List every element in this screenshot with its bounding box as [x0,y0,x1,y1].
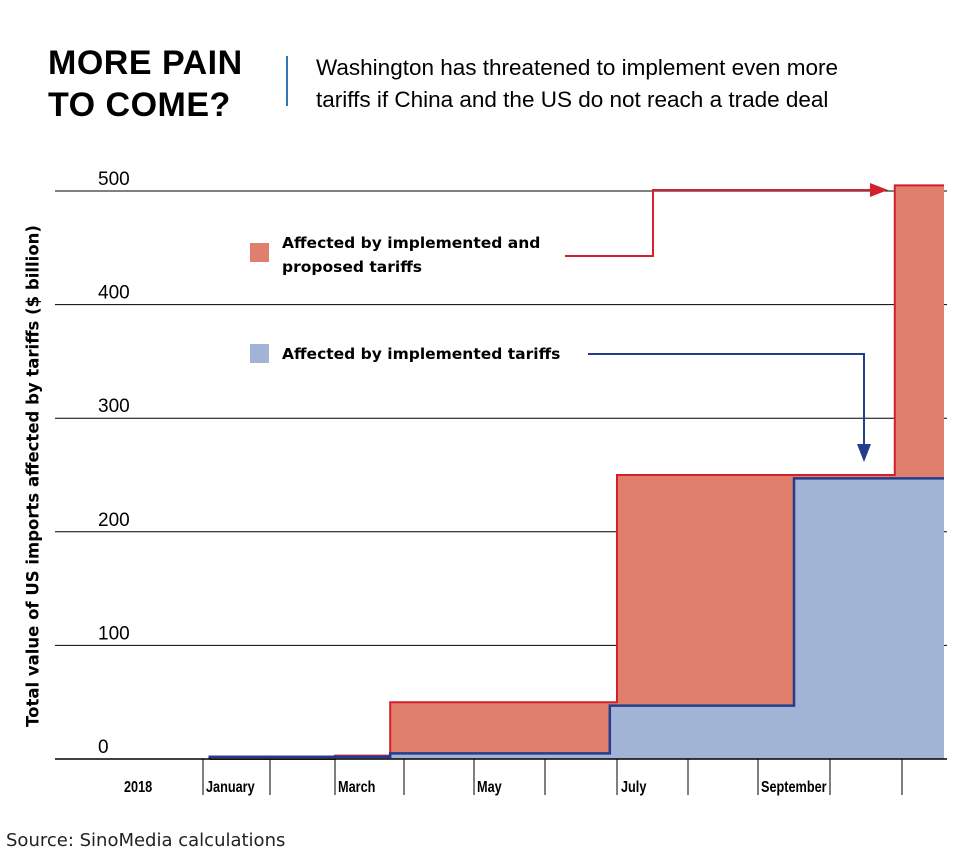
legend-swatch-implemented [250,344,269,363]
y-tick-label-500: 500 [98,169,130,190]
y-tick-label-300: 300 [98,396,130,417]
y-tick-label-100: 100 [98,623,130,644]
chart-subtitle: Washington has threatened to implement e… [316,52,946,116]
chart-subtitle-line-2: tariffs if China and the US do not reach… [316,87,829,112]
legend-label-implemented-line-1: Affected by implemented tariffs [282,345,561,363]
legend-label-proposed-line-1: Affected by implemented and [282,234,541,252]
x-tick-label-january: January [206,779,255,796]
legend-label-implemented: Affected by implemented tariffs [282,342,560,366]
x-tick-label-september: September [761,779,827,796]
source-note: Source: SinoMedia calculations [6,830,286,851]
y-tick-label-200: 200 [98,510,130,531]
chart-title: MORE PAIN TO COME? [48,42,288,126]
chart-subtitle-line-1: Washington has threatened to implement e… [316,55,838,80]
y-tick-label-0: 0 [98,737,109,758]
arrowhead-proposed [870,183,888,197]
x-tick-label-2018: 2018 [124,779,152,796]
legend-label-proposed-line-2: proposed tariffs [282,258,422,276]
legend-connector-proposed [565,189,873,257]
title-divider [286,56,288,106]
y-tick-label-400: 400 [98,283,130,304]
x-tick-label-may: May [477,779,502,796]
legend-connector-implemented [588,353,865,447]
chart-title-line-1: MORE PAIN [48,44,243,82]
x-tick-label-march: March [338,779,375,796]
arrowhead-implemented [857,444,871,462]
x-tick-label-july: July [621,779,647,796]
chart-title-line-2: TO COME? [48,86,231,124]
legend-label-proposed: Affected by implemented and proposed tar… [282,231,540,279]
series-area-proposed [209,185,944,759]
series-line-implemented [208,477,944,759]
y-axis-label-text: Total value of US imports affected by ta… [23,225,43,727]
legend-swatch-proposed [250,243,269,262]
series-area-implemented [209,478,944,759]
